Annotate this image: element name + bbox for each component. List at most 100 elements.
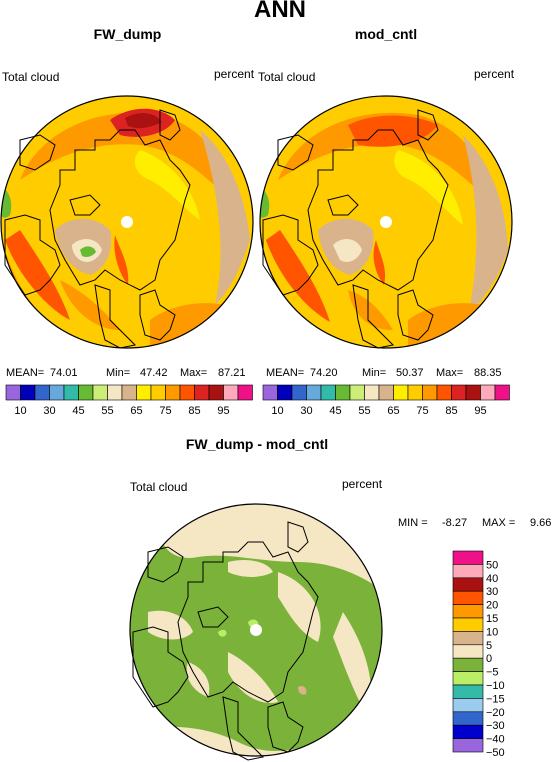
colorbar-tick-label: 40 (486, 573, 498, 585)
colorbar-box (422, 384, 438, 401)
colorbar-tick-label: 75 (416, 405, 428, 416)
colorbar-box (306, 384, 322, 401)
panel-1-variable-label: Total cloud (2, 70, 60, 84)
colorbar-box (378, 384, 394, 401)
panel-1-mean-value: 74.01 (50, 367, 78, 379)
panel-1-title: FW_dump (93, 26, 162, 42)
colorbar-box (34, 384, 50, 401)
colorbar-box (179, 384, 195, 401)
colorbar-box (393, 384, 409, 401)
colorbar-tick-label: 65 (387, 405, 399, 416)
colorbar-tick-label: 20 (486, 600, 498, 612)
colorbar-box (63, 384, 79, 401)
colorbar-box (165, 384, 181, 401)
colorbar-tick-label: 75 (159, 405, 171, 416)
colorbar-tick-label: 0 (486, 653, 492, 665)
colorbar-tick-label: −15 (486, 693, 505, 705)
colorbar-box (452, 671, 484, 686)
colorbar-box (277, 384, 293, 401)
colorbar-box (223, 384, 239, 401)
colorbar-box (452, 590, 484, 605)
panel-1-min-value: 47.42 (140, 367, 168, 379)
panel-1-max-label: Max= (180, 367, 208, 379)
panel-1-min-label: Min= (106, 367, 131, 379)
colorbar-tick-label: −40 (486, 734, 505, 746)
colorbar-box (121, 384, 137, 401)
colorbar-box (465, 384, 481, 401)
panel-3-min-label: MIN = (398, 517, 428, 529)
panel-3-variable-label: Total cloud (130, 480, 188, 494)
panel-3-polar-map (129, 503, 383, 761)
panel-2-polar-map (259, 95, 513, 349)
panel-3-min-value: -8.27 (442, 517, 468, 529)
colorbar-box (452, 550, 484, 565)
colorbar-box (452, 644, 484, 659)
colorbar-tick-label: 95 (474, 405, 486, 416)
colorbar-tick-label: 30 (43, 405, 55, 416)
colorbar-box (20, 384, 36, 401)
colorbar-tick-label: 10 (14, 405, 26, 416)
colorbar-tick-label: −5 (486, 667, 499, 679)
colorbar-box (107, 384, 123, 401)
colorbar-box (480, 384, 496, 401)
colorbar-tick-label: −20 (486, 707, 505, 719)
colorbar-tick-label: 5 (486, 640, 492, 652)
colorbar-tick-label: 45 (329, 405, 341, 416)
colorbar-box (208, 384, 224, 401)
colorbar-tick-label: 30 (486, 586, 498, 598)
colorbar-box (452, 617, 484, 632)
colorbar-tick-label: 85 (188, 405, 200, 416)
colorbar-tick-label: 65 (130, 405, 142, 416)
panel-2-min-value: 50.37 (396, 367, 424, 379)
colorbar-box (452, 711, 484, 726)
panel-1-polar-map (0, 95, 254, 349)
colorbar-box (335, 384, 351, 401)
colorbar-box (49, 384, 65, 401)
colorbar-box (349, 384, 365, 401)
colorbar-box (407, 384, 423, 401)
colorbar-box (452, 604, 484, 619)
colorbar-box (452, 684, 484, 699)
panel-3-units-label: percent (342, 477, 383, 491)
colorbar-tick-label: 50 (486, 559, 498, 571)
colorbar-box (320, 384, 336, 401)
panel-1-max-value: 87.21 (218, 367, 246, 379)
colorbar-box (78, 384, 94, 401)
colorbar-tick-label: 30 (300, 405, 312, 416)
colorbar-box (436, 384, 452, 401)
colorbar-box (150, 384, 166, 401)
colorbar-tick-label: −30 (486, 720, 505, 732)
panel-2-title: mod_cntl (354, 26, 418, 42)
panel-2-min-label: Min= (362, 367, 387, 379)
colorbar-box (452, 738, 484, 753)
colorbar-box (452, 698, 484, 713)
colorbar-box (452, 657, 484, 672)
panel-2-colorbar: 10 30 45 55 65 75 85 95 (262, 384, 510, 416)
colorbar-box (262, 384, 278, 401)
panel-1-colorbar: 10 30 45 55 65 75 85 95 (5, 384, 253, 416)
panel-2-units-label: percent (474, 67, 515, 81)
colorbar-box (452, 724, 484, 739)
colorbar-box (92, 384, 108, 401)
colorbar-tick-label: 85 (445, 405, 457, 416)
colorbar-tick-label: −50 (486, 747, 505, 758)
colorbar-box (452, 564, 484, 579)
colorbar-tick-label: 10 (486, 626, 498, 638)
colorbar-tick-label: 10 (271, 405, 283, 416)
colorbar-tick-label: 15 (486, 613, 498, 625)
colorbar-box (494, 384, 510, 401)
colorbar-tick-label: −10 (486, 680, 505, 692)
colorbar-box (364, 384, 380, 401)
colorbar-box (237, 384, 253, 401)
colorbar-box (452, 577, 484, 592)
panel-3-max-value: 9.66 (530, 517, 552, 529)
panel-2-max-value: 88.35 (474, 367, 502, 379)
colorbar-box (291, 384, 307, 401)
panel-3-max-label: MAX = (482, 517, 516, 529)
colorbar-box (5, 384, 21, 401)
panel-1-mean-label: MEAN= (6, 367, 45, 379)
colorbar-box (452, 631, 484, 646)
colorbar-tick-label: 45 (72, 405, 84, 416)
colorbar-box (136, 384, 152, 401)
figure-title: ANN (254, 0, 306, 23)
